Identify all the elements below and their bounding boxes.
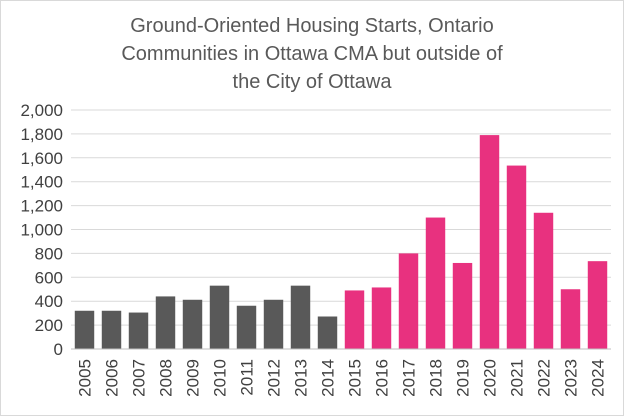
y-tick-label: 1,000	[20, 221, 63, 240]
x-tick-label: 2008	[157, 359, 176, 397]
y-tick-label: 2,000	[20, 101, 63, 120]
bar-2018	[425, 217, 446, 349]
x-tick-label: 2011	[238, 359, 257, 396]
y-tick-label: 1,600	[20, 149, 63, 168]
x-tick-label: 2015	[346, 359, 365, 397]
x-tick-label: 2007	[130, 359, 149, 397]
x-tick-label: 2020	[481, 359, 500, 397]
bar-2019	[452, 262, 473, 349]
x-tick-label: 2018	[427, 359, 446, 397]
bar-2020	[479, 135, 500, 349]
bar-2023	[560, 289, 581, 349]
y-tick-label: 0	[54, 340, 63, 359]
x-tick-label: 2022	[535, 359, 554, 397]
x-tick-label: 2006	[103, 359, 122, 397]
x-tick-label: 2023	[562, 359, 581, 397]
bar-2024	[587, 261, 608, 349]
y-tick-label: 1,200	[20, 197, 63, 216]
bar-2022	[533, 212, 554, 349]
chart-title-line-1: Ground-Oriented Housing Starts, Ontario	[130, 15, 494, 37]
bar-2006	[101, 310, 122, 349]
x-tick-label: 2012	[265, 359, 284, 397]
bar-2014	[317, 316, 338, 349]
x-tick-label: 2017	[400, 359, 419, 397]
bar-2013	[290, 285, 311, 349]
y-tick-label: 1,800	[20, 125, 63, 144]
y-tick-label: 1,400	[20, 173, 63, 192]
bar-2011	[236, 305, 257, 349]
y-tick-label: 400	[35, 292, 63, 311]
x-tick-label: 2013	[292, 359, 311, 397]
x-tick-label: 2021	[508, 359, 527, 397]
bar-2007	[128, 312, 149, 349]
x-tick-label: 2005	[76, 359, 95, 397]
x-axis-labels: 2005 2006 2007 2008 2009 2010 2011 2012 2013 2014…	[76, 359, 608, 397]
x-tick-label: 2010	[211, 359, 230, 397]
bar-2009	[182, 299, 203, 349]
bar-2008	[155, 296, 176, 349]
bar-2016	[371, 287, 392, 349]
y-tick-label: 600	[35, 268, 63, 287]
bar-2017	[398, 253, 419, 349]
x-tick-label: 2009	[184, 359, 203, 397]
chart-title-line-2: Communities in Ottawa CMA but outside of	[121, 43, 503, 65]
gridlines	[71, 109, 611, 326]
bar-2015	[344, 290, 365, 349]
x-tick-label: 2024	[589, 359, 608, 397]
bar-2010	[209, 285, 230, 349]
y-axis-labels: 0 200 400 600 800 1,000 1,200 1,400 1,600 1,800 2,…	[20, 101, 63, 359]
bar-2021	[506, 165, 527, 349]
bar-2012	[263, 299, 284, 349]
y-tick-label: 200	[35, 316, 63, 335]
x-tick-label: 2014	[319, 359, 338, 397]
bar-2005	[74, 310, 95, 349]
x-tick-label: 2016	[373, 359, 392, 397]
x-tick-label: 2019	[454, 359, 473, 397]
chart-title-line-3: the City of Ottawa	[233, 71, 393, 93]
bars	[74, 135, 608, 349]
y-tick-label: 800	[35, 244, 63, 263]
